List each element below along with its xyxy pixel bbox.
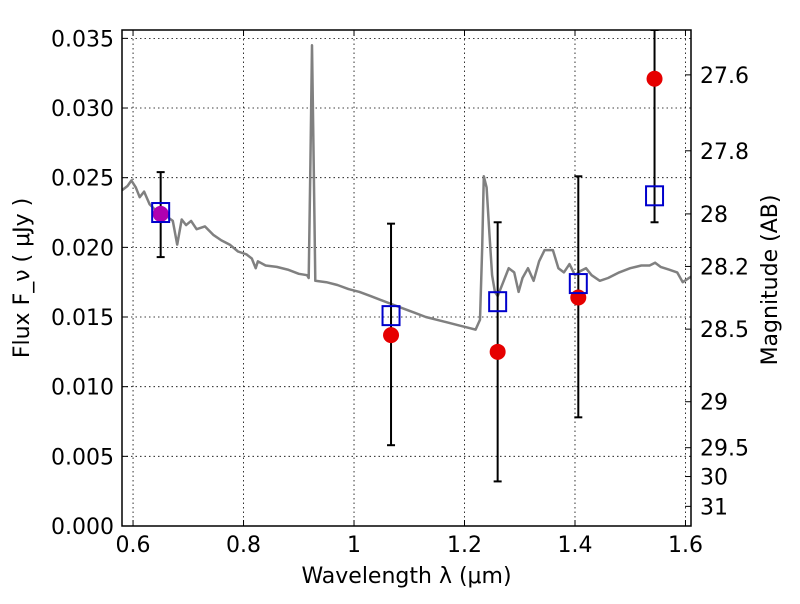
y-tick-label: 0.000 xyxy=(51,515,114,540)
x-tick-label: 1.4 xyxy=(557,533,592,558)
x-axis: 0.6 0.8 1 1.2 1.4 1.6 xyxy=(116,30,703,558)
y-axis-left: 0.000 0.005 0.010 0.015 0.020 0.025 0.030 0.035 xyxy=(51,27,128,540)
y-right-tick-label: 27.8 xyxy=(700,140,749,165)
x-tick-label: 0.6 xyxy=(116,533,151,558)
x-axis-label-text: Wavelength λ (μm) xyxy=(301,564,511,589)
y-right-tick-label: 28.2 xyxy=(700,255,749,280)
y-right-tick-label: 29.5 xyxy=(700,437,749,462)
y-right-tick-label: 31 xyxy=(700,495,728,520)
y-right-tick-label: 27.6 xyxy=(700,64,749,89)
y-axis-right: 27.6 27.8 28 28.2 28.5 29 29.5 30 31 xyxy=(685,64,749,520)
plot-content xyxy=(122,30,691,483)
y-tick-label: 0.035 xyxy=(51,27,114,52)
y-tick-label: 0.005 xyxy=(51,445,114,470)
data-point-circle xyxy=(383,327,400,344)
y-axis-label: Flux F_ν ( μJy ) xyxy=(10,198,35,358)
y-right-tick-label: 29 xyxy=(700,391,728,416)
data-point-square xyxy=(151,202,171,224)
y-right-tick-label: 28.5 xyxy=(700,318,749,343)
data-point-square xyxy=(381,305,401,327)
y-tick-label: 0.015 xyxy=(51,306,114,331)
x-tick-label: 0.8 xyxy=(226,533,261,558)
data-point-circle xyxy=(570,289,587,306)
spectrum-line xyxy=(122,44,691,331)
y-tick-label: 0.025 xyxy=(51,167,114,192)
y-tick-label: 0.010 xyxy=(51,376,114,401)
data-point-circle xyxy=(152,205,169,222)
model-spectrum xyxy=(122,44,691,331)
data-point-circle xyxy=(489,343,506,360)
model-points xyxy=(151,185,665,327)
y-tick-label: 0.030 xyxy=(51,97,114,122)
x-tick-label: 1 xyxy=(347,533,361,558)
y-tick-label: 0.020 xyxy=(51,236,114,261)
plot-frame xyxy=(121,29,692,527)
data-point-circle xyxy=(646,70,663,87)
x-tick-label: 1.6 xyxy=(668,533,703,558)
y-right-tick-label: 28 xyxy=(700,203,728,228)
data-point-square xyxy=(568,273,588,295)
data-point-square xyxy=(645,185,665,207)
observed-points xyxy=(152,70,663,360)
data-point-square xyxy=(488,291,508,313)
x-tick-label: 1.2 xyxy=(447,533,482,558)
y-right-tick-label: 30 xyxy=(700,466,728,491)
x-axis-label: Wavelength λ (μm) xyxy=(301,564,511,589)
y-axis-right-label: Magnitude (AB) xyxy=(758,195,783,366)
error-bars xyxy=(156,30,659,483)
